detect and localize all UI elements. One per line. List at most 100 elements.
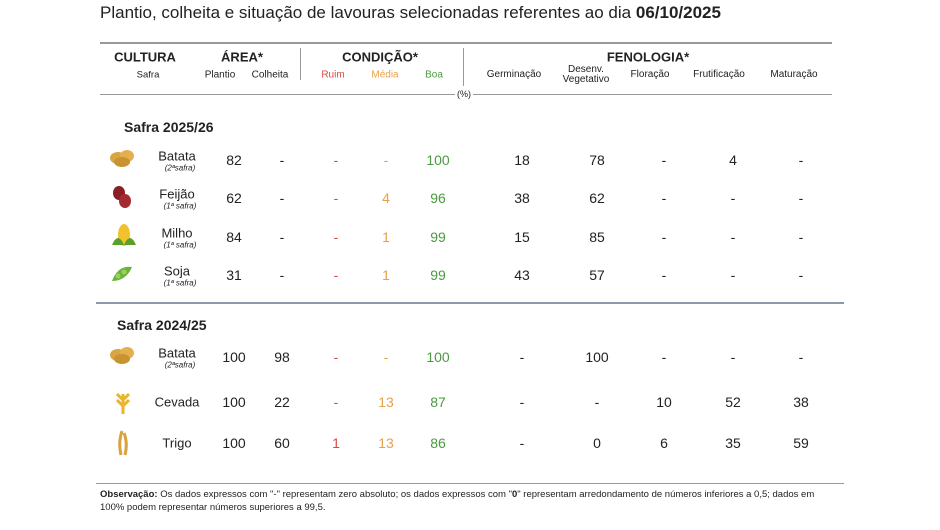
icon [112,224,136,246]
subheader: Floração [630,69,670,80]
rule [96,483,844,484]
subheader: Maturação [770,69,818,80]
cell: 84 [226,229,242,245]
cell: 62 [589,190,605,206]
cell: 35 [725,435,741,451]
subheader: Colheita [251,69,289,81]
cell: 98 [274,349,290,365]
crop-name: Milho [161,225,193,241]
title-text: Plantio, colheita e situação de lavouras… [100,3,632,22]
cell: - [661,190,667,206]
crop-name: Cevada [154,394,200,410]
cell: 59 [793,435,809,451]
cell: - [383,349,389,365]
icon [115,392,131,414]
title-date: 06/10/2025 [635,3,721,22]
crop-name: Batata [158,148,196,164]
cell: - [383,152,389,168]
note-text: 0 [511,489,518,500]
cell: - [661,152,667,168]
cell: - [730,349,736,365]
note-text: Os dados expressos com "-" representam z… [160,489,512,500]
cell: - [333,152,339,168]
section-label: Safra 2025/26 [124,119,214,135]
cell: 96 [430,190,446,206]
cell: - [798,229,804,245]
cell: 4 [729,152,737,168]
cell: - [594,394,600,410]
cell: 22 [274,394,290,410]
section-label: Safra 2024/25 [117,317,207,333]
cell: - [519,349,525,365]
subheader: Boa [425,69,443,81]
cell: 15 [514,229,530,245]
subheader: Média [371,69,399,81]
cell: - [661,267,667,283]
cell: - [519,435,525,451]
rule [100,42,832,44]
crop-icon [108,388,138,421]
icon [112,266,132,281]
cell: 60 [274,435,290,451]
cell: 100 [222,349,246,365]
cell: 1 [382,267,390,283]
cell: 1 [332,435,340,451]
cell: 100 [222,394,246,410]
cell: 38 [514,190,530,206]
separator [300,48,301,80]
header: CONDIÇÃO* [342,49,418,65]
crop-icon [108,184,138,217]
crop-note: (2ªsafra) [164,360,196,370]
cell: 1 [382,229,390,245]
cell: 38 [793,394,809,410]
cell: - [279,152,285,168]
header: ÁREA* [221,49,263,65]
cell: 0 [593,435,601,451]
subheader: Desenv. Vegetativo [562,64,610,85]
subheader: Frutificação [693,69,745,80]
crop-icon [108,429,138,462]
crop-note: (1ª safra) [163,240,197,250]
cell: - [279,190,285,206]
crop-name: Batata [158,345,196,361]
separator [463,48,464,86]
cell: - [661,349,667,365]
cell: 18 [514,152,530,168]
cell: 52 [725,394,741,410]
crop-icon [108,343,138,376]
crop-name: Soja [163,263,191,279]
note-label: Observação: [100,489,158,500]
cell: 99 [430,267,446,283]
crop-name: Trigo [162,435,192,451]
cell: 43 [514,267,530,283]
cell: - [333,349,339,365]
icon [118,430,128,456]
cell: 78 [589,152,605,168]
crop-name: Feijão [159,186,195,202]
header: FENOLOGIA* [606,49,690,65]
cell: - [798,190,804,206]
unit: (%) [455,89,473,99]
crop-icon [108,223,138,256]
cell: - [279,229,285,245]
cell: - [730,267,736,283]
cell: - [519,394,525,410]
cell: 10 [656,394,672,410]
cell: - [333,394,339,410]
cell: - [333,229,339,245]
cell: - [333,267,339,283]
cell: - [333,190,339,206]
header: CULTURA [114,49,176,65]
subheader: Ruim [321,69,345,81]
cell: 100 [585,349,609,365]
icon [113,186,131,208]
cell: 100 [426,349,450,365]
crop-note: (2ªsafra) [164,163,196,173]
cell: 100 [222,435,246,451]
cell: 6 [660,435,668,451]
cell: - [798,152,804,168]
icon [110,347,134,364]
cell: 85 [589,229,605,245]
crop-note: (1ª safra) [163,201,197,211]
